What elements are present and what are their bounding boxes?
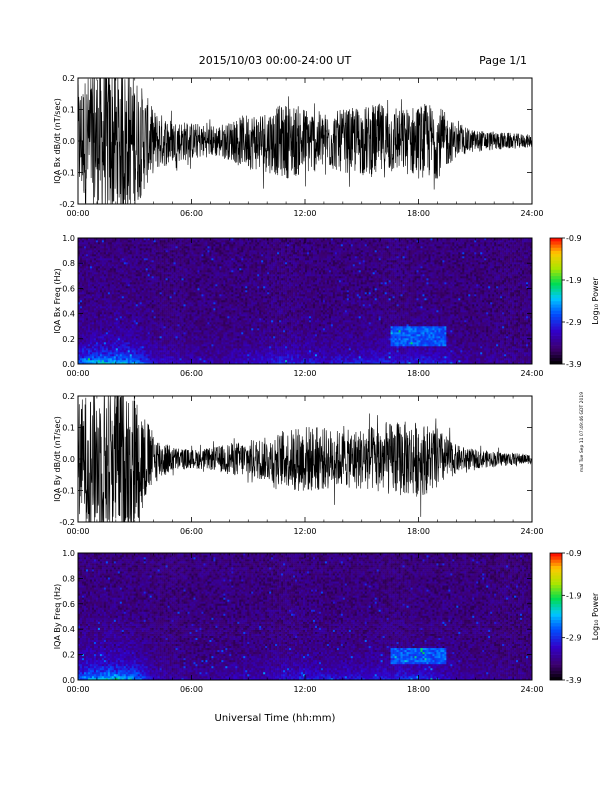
colorbar-tick-label: -2.9	[566, 634, 582, 643]
y-tick-label: -0.1	[59, 169, 75, 178]
y-tick-label: 0.1	[62, 106, 75, 115]
chart-panel-3: 0.2 0.1 0.0 -0.1 -0.200:00 06:00 12:00 18:00 24:…	[53, 392, 544, 536]
spectrogram-grid	[78, 553, 533, 681]
spectrogram-grid	[78, 238, 533, 365]
colorbar-tick-label: -1.9	[566, 276, 582, 285]
x-tick-label: 24:00	[520, 685, 543, 694]
y-axis-label: IQA Bx Freq (Hz)	[53, 268, 62, 334]
y-tick-label: 0.2	[62, 335, 75, 344]
colorbar-tick-label: -0.9	[566, 549, 582, 558]
y-tick-label: 0.4	[62, 310, 75, 319]
y-tick-label: 0.0	[62, 455, 75, 464]
y-tick-label: 0.2	[62, 651, 75, 660]
y-tick-label: -0.2	[59, 518, 75, 527]
panels: 0.20.10.0-0.1-0.200:00 06:00 12:00 18:00 24:…	[53, 74, 544, 694]
y-tick-label: 0.1	[62, 424, 75, 433]
x-tick-label: 06:00	[180, 209, 203, 218]
x-tick-label: 06:00	[180, 685, 203, 694]
x-tick-label: 18:00	[407, 527, 430, 536]
chart-panel-1: 0.2 0.1 0.0 -0.1 -0.200:00 06:00 12:00 18:00 24:…	[53, 74, 544, 218]
side-note: mal Tue Sep 11 07:49:46 GDT 2019	[579, 392, 585, 472]
x-tick-label: 00:00	[66, 527, 89, 536]
x-tick-label: 24:00	[520, 527, 543, 536]
y-tick-label: 0.8	[62, 259, 75, 268]
y-tick-label: 0.4	[62, 625, 75, 634]
page-title: 2015/10/03 00:00-24:00 UT	[199, 54, 352, 67]
y-axis-label: IQA By dB/dt (nT/sec)	[53, 416, 62, 502]
x-axis-label: Universal Time (hh:mm)	[215, 713, 336, 724]
y-tick-label: -0.1	[59, 487, 75, 496]
colorbar-tick-label: -3.9	[566, 360, 582, 369]
x-tick-label: 06:00	[180, 369, 203, 378]
x-tick-label: 00:00	[66, 209, 89, 218]
x-tick-label: 06:00	[180, 527, 203, 536]
colorbar-tick-label: -2.9	[566, 318, 582, 327]
colorbar-label: Log₁₀ Power	[591, 592, 600, 640]
colorbar-label: Log₁₀ Power	[591, 277, 600, 325]
waveform-trace	[78, 78, 532, 204]
waveform-trace	[78, 396, 532, 522]
y-tick-label: 0.6	[62, 600, 75, 609]
chart-panel-2: 1.0 0.8 0.6 0.4 0.2 0.000:00 06:00 12:00 18:00 24…	[53, 234, 544, 378]
x-tick-label: 18:00	[407, 209, 430, 218]
x-tick-label: 18:00	[407, 369, 430, 378]
y-tick-label: 0.2	[62, 392, 75, 401]
y-tick-label: 0.2	[62, 74, 75, 83]
x-tick-label: 00:00	[66, 369, 89, 378]
y-tick-label: -0.2	[59, 200, 75, 209]
y-axis-label: IQA By Freq (Hz)	[53, 584, 62, 650]
colorbar-tick-label: -3.9	[566, 676, 582, 685]
colorbar-tick-label: -1.9	[566, 591, 582, 600]
x-tick-label: 00:00	[66, 685, 89, 694]
y-tick-label: 0.0	[62, 137, 75, 146]
y-tick-label: 0.0	[62, 676, 75, 685]
y-tick-label: 1.0	[62, 234, 75, 243]
y-tick-label: 0.8	[62, 574, 75, 583]
y-tick-label: 0.6	[62, 284, 75, 293]
x-tick-label: 12:00	[293, 369, 316, 378]
x-tick-label: 12:00	[293, 209, 316, 218]
x-tick-label: 18:00	[407, 685, 430, 694]
page-number: Page 1/1	[479, 54, 527, 67]
colorbar-bottom: -0.9 -1.9 -2.9 -3.9 Log₁₀ Power	[549, 549, 600, 685]
x-tick-label: 24:00	[520, 369, 543, 378]
colorbar-top: -0.9 -1.9 -2.9 -3.9 Log₁₀ Power	[549, 234, 600, 369]
x-tick-label: 12:00	[293, 685, 316, 694]
y-tick-label: 1.0	[62, 549, 75, 558]
y-axis-label: IQA Bx dB/dt (nT/sec)	[53, 98, 62, 184]
x-tick-label: 12:00	[293, 527, 316, 536]
x-tick-label: 24:00	[520, 209, 543, 218]
colorbar-tick-label: -0.9	[566, 234, 582, 243]
y-tick-label: 0.0	[62, 360, 75, 369]
chart-panel-4: 1.0 0.8 0.6 0.4 0.2 0.000:00 06:00 12:00 18:00 24…	[53, 549, 544, 694]
